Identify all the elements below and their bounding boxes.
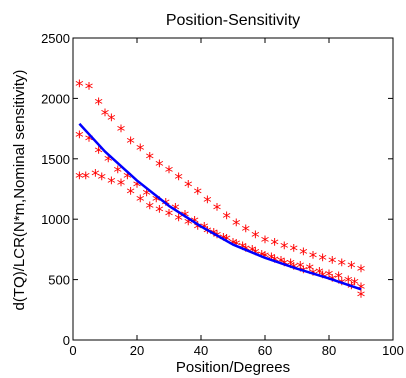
data-point: * (194, 220, 203, 240)
x-tick-label: 100 (382, 343, 404, 358)
x-axis-label: Position/Degrees (176, 359, 290, 376)
data-point: * (242, 241, 251, 261)
data-point: * (98, 170, 107, 190)
data-point: * (184, 215, 193, 235)
data-point: * (146, 199, 155, 219)
data-point: * (162, 195, 171, 215)
data-point: * (306, 261, 315, 281)
data-point: * (242, 222, 251, 242)
data-point: * (107, 111, 116, 131)
data-point: * (270, 235, 279, 255)
data-point: * (290, 260, 299, 280)
data-point: * (318, 251, 327, 271)
data-point: * (155, 203, 164, 223)
data-point: * (309, 266, 318, 286)
data-point: * (114, 163, 123, 183)
data-point: * (357, 287, 366, 307)
y-tick-label: 2000 (41, 91, 70, 106)
data-point: * (344, 273, 353, 293)
data-point: * (328, 272, 337, 292)
data-point: * (82, 169, 91, 189)
data-point: * (165, 163, 174, 183)
data-point: * (165, 206, 174, 226)
data-point: * (136, 192, 145, 212)
data-point: * (232, 216, 241, 236)
y-tick-label: 1500 (41, 152, 70, 167)
data-point: * (347, 258, 356, 278)
data-point: * (126, 134, 135, 154)
data-point: * (117, 122, 126, 142)
data-marks: * ****** * * * * * * * * * * * * * * * * * * * * * * * ** ** ** * * * *… (75, 77, 365, 307)
data-point: * (290, 241, 299, 261)
y-axis-label: d(TQ)/LCR(N*m,Nominal sensitivity) (11, 70, 28, 311)
data-point: * (280, 239, 289, 259)
data-point: * (94, 95, 103, 115)
x-tick-label: 20 (130, 343, 144, 358)
data-point: * (213, 200, 222, 220)
data-point: * (309, 249, 318, 269)
fit-line (78, 122, 362, 291)
data-point: * (91, 167, 100, 187)
data-point: * (133, 177, 142, 197)
data-point: * (104, 152, 113, 172)
y-tick-label: 0 (63, 333, 70, 348)
data-point: * (334, 269, 343, 289)
data-point: * (75, 128, 84, 148)
data-point: * (174, 170, 183, 190)
x-tick-label: 40 (194, 343, 208, 358)
data-point: * (328, 253, 337, 273)
data-point: * (142, 186, 151, 206)
data-point: * (357, 262, 366, 282)
data-point: * (338, 256, 347, 276)
data-point: * (184, 177, 193, 197)
data-point: * (75, 169, 84, 189)
data-point: * (350, 275, 359, 295)
data-point: * (174, 211, 183, 231)
data-point: * (85, 80, 94, 100)
data-point: * (126, 185, 135, 205)
data-point: * (123, 169, 132, 189)
data-point: * (296, 258, 305, 278)
data-point: * (75, 77, 84, 97)
data-point: * (107, 174, 116, 194)
plot-area (72, 37, 394, 341)
x-tick-label: 80 (322, 343, 336, 358)
data-point: * (136, 141, 145, 161)
data-point: * (155, 157, 164, 177)
data-point: * (251, 228, 260, 248)
data-point: * (85, 131, 94, 151)
data-point: * (357, 280, 366, 300)
chart-title: Position-Sensitivity (166, 12, 300, 29)
data-point: * (261, 233, 270, 253)
data-point: * (299, 245, 308, 265)
y-tick-label: 2500 (41, 31, 70, 46)
data-point: * (203, 223, 212, 243)
data-point: * (152, 192, 161, 212)
data-point: * (194, 185, 203, 205)
data-point: * (117, 176, 126, 196)
data-point: * (94, 144, 103, 164)
data-point: * (203, 193, 212, 213)
data-point: * (146, 150, 155, 170)
data-point: * (210, 226, 219, 246)
data-point: * (101, 106, 110, 126)
data-point: * (213, 228, 222, 248)
x-tick-label: 0 (69, 343, 76, 358)
data-point: * (325, 267, 334, 287)
y-tick-label: 500 (48, 273, 70, 288)
data-point: * (280, 256, 289, 276)
data-point: * (338, 275, 347, 295)
y-tick-label: 1000 (41, 212, 70, 227)
data-point: * (299, 263, 308, 283)
x-tick-label: 60 (258, 343, 272, 358)
data-point: * (318, 268, 327, 288)
data-point: * (347, 279, 356, 299)
data-point: * (222, 209, 231, 229)
